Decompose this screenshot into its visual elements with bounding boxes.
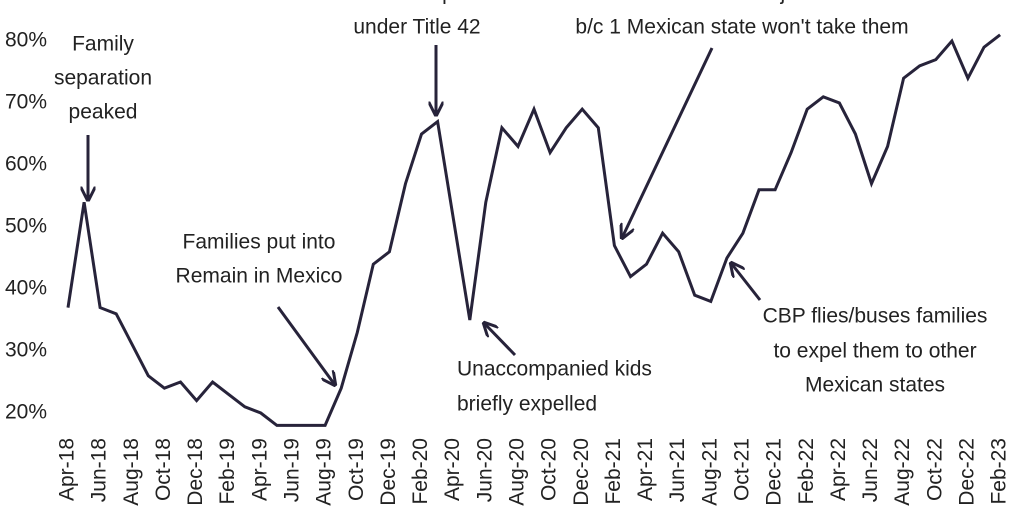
annotation-text: to expel them to other bbox=[773, 340, 976, 363]
x-tick-label: Jun-19 bbox=[281, 438, 304, 502]
x-tick-label: Dec-18 bbox=[184, 438, 207, 506]
x-tick-label: Apr-18 bbox=[56, 438, 79, 501]
arrow bbox=[622, 47, 714, 238]
y-tick-label: 50% bbox=[5, 215, 47, 238]
annotation: Family separation peaked bbox=[54, 33, 152, 124]
annotation-text: b/c 1 Mexican state won't take them bbox=[575, 16, 908, 39]
x-tick-label: Dec-19 bbox=[377, 438, 400, 506]
x-tick-label: Dec-20 bbox=[570, 438, 593, 506]
annotation: Some families not subject to Title 42 b/c… bbox=[574, 0, 910, 39]
x-tick-label: Feb-20 bbox=[409, 438, 432, 505]
annotation-text: Remain in Mexico bbox=[176, 265, 343, 288]
annotation-text: Some families not subject to Title 42 bbox=[574, 0, 910, 5]
annotation-text: Mexican states bbox=[805, 374, 945, 397]
annotation: Unaccompanied kids briefly expelled bbox=[457, 358, 652, 416]
x-tick-label: Apr-20 bbox=[441, 438, 464, 501]
x-tick-label: Oct-18 bbox=[152, 438, 175, 501]
x-tick-label: Oct-19 bbox=[345, 438, 368, 501]
x-tick-label: Jun-20 bbox=[473, 438, 496, 502]
annotation-text: Families put into bbox=[183, 231, 336, 254]
y-tick-label: 30% bbox=[5, 339, 47, 362]
arrow bbox=[484, 323, 517, 357]
annotation: Families expelled under Title 42 bbox=[336, 0, 498, 39]
x-tick-label: Oct-20 bbox=[538, 438, 561, 501]
annotation-text: peaked bbox=[69, 101, 138, 124]
x-tick-label: Aug-19 bbox=[313, 438, 336, 506]
arrows bbox=[88, 45, 762, 385]
x-tick-label: Feb-21 bbox=[602, 438, 625, 505]
annotation-text: Unaccompanied kids bbox=[457, 358, 652, 381]
x-tick-label: Feb-22 bbox=[795, 438, 818, 505]
x-tick-label: Aug-21 bbox=[698, 438, 721, 506]
y-tick-label: 80% bbox=[5, 29, 47, 52]
annotation-text: separation bbox=[54, 67, 152, 90]
y-tick-label: 60% bbox=[5, 153, 47, 176]
annotation-text: CBP flies/buses families bbox=[763, 305, 988, 328]
x-tick-label: Aug-18 bbox=[120, 438, 143, 506]
x-tick-label: Apr-19 bbox=[248, 438, 271, 501]
y-tick-label: 20% bbox=[5, 401, 47, 424]
annotation-text: briefly expelled bbox=[457, 393, 597, 416]
x-tick-label: Jun-21 bbox=[666, 438, 689, 502]
x-tick-label: Dec-21 bbox=[763, 438, 786, 506]
arrow bbox=[276, 306, 335, 385]
x-tick-label: Apr-22 bbox=[827, 438, 850, 501]
annotation: CBP flies/buses families to expel them to… bbox=[763, 305, 988, 397]
annotation-text: under Title 42 bbox=[353, 16, 480, 39]
x-tick-label: Feb-19 bbox=[216, 438, 239, 505]
y-tick-label: 70% bbox=[5, 91, 47, 114]
x-tick-label: Aug-22 bbox=[891, 438, 914, 506]
x-tick-label: Apr-21 bbox=[634, 438, 657, 501]
annotation-text: Family bbox=[72, 33, 134, 56]
annotation-text: Families expelled bbox=[336, 0, 498, 5]
arrow bbox=[731, 263, 762, 301]
x-tick-label: Jun-22 bbox=[859, 438, 882, 502]
data-line bbox=[66, 33, 1002, 427]
x-tick-label: Oct-22 bbox=[923, 438, 946, 501]
annotation: Families put into Remain in Mexico bbox=[176, 231, 343, 288]
x-tick-label: Dec-22 bbox=[955, 438, 978, 506]
x-tick-label: Oct-21 bbox=[730, 438, 753, 501]
x-tick-label: Feb-23 bbox=[988, 438, 1011, 505]
x-tick-label: Aug-20 bbox=[506, 438, 529, 506]
y-tick-label: 40% bbox=[5, 277, 47, 300]
x-tick-label: Jun-18 bbox=[88, 438, 111, 502]
